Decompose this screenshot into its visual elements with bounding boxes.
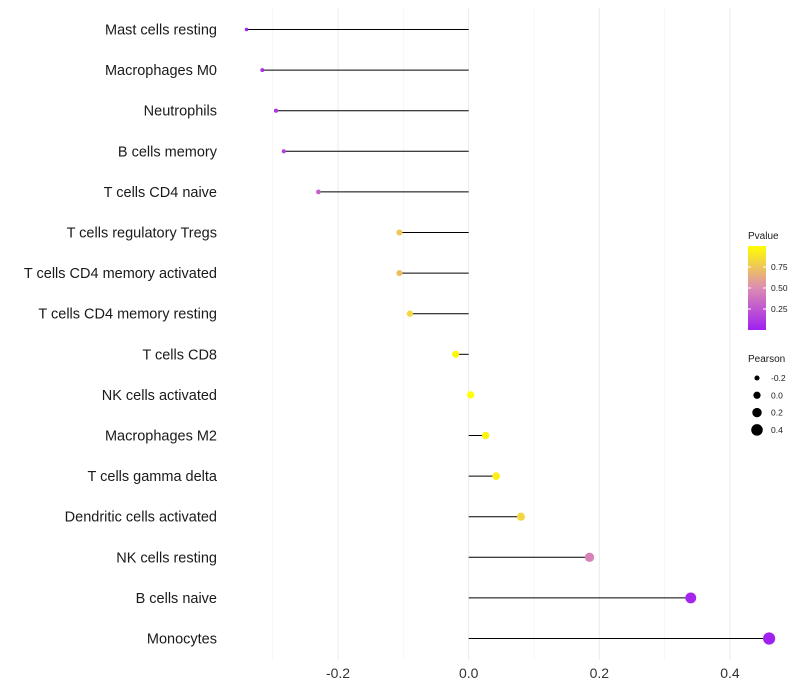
size-key-2 — [752, 407, 762, 418]
y-label-0: Mast cells resting — [105, 23, 217, 39]
pvalue-legend: Pvalue 0.75 0.50 0.25 — [748, 231, 788, 330]
point-3 — [281, 149, 286, 154]
pearson-legend-title: Pearson — [748, 354, 785, 365]
point-10 — [481, 431, 490, 440]
size-key-3 — [751, 424, 763, 436]
point-8 — [452, 350, 460, 358]
size-label-3: 0.4 — [771, 425, 783, 435]
y-label-4: T cells CD4 naive — [104, 185, 217, 201]
size-label-2: 0.2 — [771, 408, 783, 418]
point-6 — [396, 270, 403, 277]
pvalue-legend-title: Pvalue — [748, 231, 779, 242]
pearson-legend: Pearson -0.2 0.0 0.2 0.4 — [748, 354, 786, 436]
y-label-12: Dendritic cells activated — [65, 510, 217, 526]
y-label-7: T cells CD4 memory resting — [38, 307, 217, 323]
point-11 — [492, 472, 500, 480]
x-tick-label-2: 0.2 — [590, 665, 610, 681]
y-label-14: B cells naive — [136, 591, 217, 607]
point-13 — [584, 552, 595, 562]
grid-lines — [272, 8, 731, 660]
y-label-6: T cells CD4 memory activated — [24, 266, 217, 282]
y-label-1: Macrophages M0 — [105, 63, 217, 79]
colorbar-label-0: 0.75 — [771, 262, 788, 272]
y-label-5: T cells regulatory Tregs — [67, 226, 217, 242]
point-15 — [763, 632, 776, 645]
y-label-8: T cells CD8 — [142, 347, 217, 363]
x-tick-label-3: 0.4 — [720, 665, 740, 681]
point-12 — [516, 512, 525, 521]
pvalue-colorbar — [748, 246, 766, 330]
colorbar-label-1: 0.50 — [771, 283, 788, 293]
point-7 — [406, 310, 414, 317]
y-label-15: Monocytes — [147, 632, 217, 648]
y-axis-labels: Mast cells resting Macrophages M0 Neutroph… — [24, 23, 218, 648]
point-0 — [244, 27, 249, 32]
size-label-1: 0.0 — [771, 390, 783, 400]
y-label-2: Neutrophils — [144, 104, 217, 120]
point-14 — [685, 592, 697, 604]
lollipop-points — [244, 27, 776, 645]
size-label-0: -0.2 — [771, 373, 786, 383]
point-9 — [466, 391, 475, 399]
size-key-1 — [753, 391, 761, 399]
point-2 — [273, 108, 279, 113]
x-tick-label-0: -0.2 — [326, 665, 350, 681]
point-5 — [396, 229, 403, 236]
size-key-0 — [754, 375, 760, 381]
point-4 — [316, 189, 321, 195]
y-label-11: T cells gamma delta — [88, 469, 218, 485]
y-label-9: NK cells activated — [102, 388, 217, 404]
x-tick-label-1: 0.0 — [459, 665, 479, 681]
y-label-3: B cells memory — [118, 144, 218, 160]
lollipop-stems — [246, 29, 770, 639]
y-label-10: Macrophages M2 — [105, 429, 217, 445]
x-axis-ticks: -0.2 0.0 0.2 0.4 — [326, 665, 740, 681]
y-label-13: NK cells resting — [116, 550, 217, 566]
colorbar-label-2: 0.25 — [771, 304, 788, 314]
point-1 — [260, 68, 265, 73]
